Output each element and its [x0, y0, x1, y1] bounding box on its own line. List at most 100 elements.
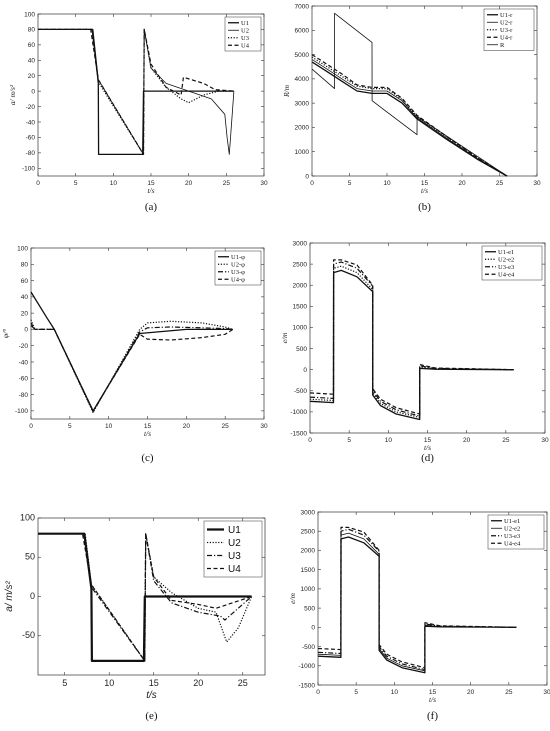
y-tick-label: 0: [305, 173, 309, 180]
legend-label: U3-e3: [504, 533, 520, 540]
x-tick-label: 10: [110, 180, 118, 187]
x-tick-label: 0: [308, 437, 312, 444]
panel-caption: (f): [427, 710, 438, 722]
x-tick-label: 15: [149, 678, 159, 688]
legend-label: U3-r: [500, 27, 513, 34]
series-line-u3-e3: [309, 261, 514, 417]
x-axis-label: t/s: [146, 690, 157, 701]
series-line-u3-e3: [317, 528, 517, 671]
y-tick-label: -50: [22, 630, 35, 640]
x-tick-label: 0: [29, 423, 33, 430]
x-tick-label: 10: [104, 678, 114, 688]
x-tick-label: 0: [316, 689, 320, 696]
legend-label: U2-r: [500, 20, 513, 27]
y-tick-label: 2500: [301, 529, 316, 536]
x-tick-label: 25: [505, 689, 513, 696]
legend-label: U2-e2: [498, 257, 514, 264]
x-tick-label: 30: [541, 437, 549, 444]
y-tick-label: 2000: [301, 548, 316, 555]
panel-caption: (b): [418, 201, 431, 213]
x-tick-label: 25: [238, 678, 248, 688]
y-axis-label: φ/°: [1, 329, 10, 338]
chart-panel-d: 0 5 10 15 20 25 30 -1500 -1000 -500 0 500 1000 1500 20…: [280, 240, 549, 464]
y-tick-label: 0: [31, 88, 35, 95]
y-tick-label: 1500: [293, 304, 308, 311]
series-line-u4: [38, 533, 252, 662]
series-line-u3: [38, 28, 234, 155]
x-tick-label: 30: [260, 423, 268, 430]
y-tick-label: 5000: [295, 52, 310, 59]
legend-label: U2: [241, 28, 249, 35]
y-axis-label: a/ m/s²: [4, 581, 15, 612]
y-tick-label: -60: [19, 376, 29, 383]
y-tick-label: -20: [26, 104, 36, 111]
y-tick-label: -100: [15, 408, 28, 415]
x-tick-label: 15: [421, 180, 429, 187]
y-tick-label: 50: [25, 552, 35, 562]
x-tick-label: 25: [502, 437, 510, 444]
y-tick-label: -1000: [298, 663, 315, 670]
series-line-u4-e4: [309, 259, 514, 415]
y-tick-label: -1500: [290, 430, 307, 437]
x-tick-label: 25: [222, 423, 230, 430]
x-tick-label: 20: [183, 423, 191, 430]
x-tick-label: 5: [348, 180, 352, 187]
y-axis-label: e/m: [288, 593, 297, 604]
legend-label: U3-e3: [498, 264, 514, 271]
panel-caption: (c): [141, 452, 154, 464]
y-axis-label: a/ m/s²: [8, 84, 17, 105]
x-tick-label: 15: [144, 423, 152, 430]
series-line-u3-: [30, 324, 233, 413]
x-tick-label: 10: [385, 437, 393, 444]
x-tick-label: 20: [467, 689, 475, 696]
y-tick-label: 2000: [293, 283, 308, 290]
y-tick-label: -500: [302, 644, 315, 651]
chart-panel-a: 0 5 10 15 20 25 30 -100 -80 -60 -40 -20 0 20 40 60 80 100…: [8, 11, 268, 213]
y-tick-label: 500: [296, 346, 307, 353]
y-tick-label: 0: [30, 591, 35, 601]
legend-label: U4-φ: [231, 277, 245, 284]
panel-caption: (a): [145, 201, 158, 213]
y-tick-label: 100: [24, 11, 35, 18]
y-tick-label: 60: [28, 42, 36, 49]
legend: U1 U2 U3 U4: [203, 520, 263, 578]
x-tick-label: 5: [68, 423, 72, 430]
series-line-u4-r: [311, 54, 508, 177]
y-tick-label: -60: [26, 135, 36, 142]
x-tick-label: 5: [354, 689, 358, 696]
y-tick-label: 80: [21, 262, 29, 269]
x-tick-label: 25: [496, 180, 504, 187]
series-line-u2-r: [311, 59, 508, 177]
y-tick-label: 80: [28, 27, 36, 34]
y-tick-label: 0: [24, 327, 28, 334]
y-tick-label: 500: [304, 605, 315, 612]
legend-label: U2: [228, 538, 241, 549]
legend-label: U2-e2: [504, 526, 520, 533]
legend-label: U3: [228, 551, 241, 562]
x-tick-label: 20: [458, 180, 466, 187]
series-line-u4-e4: [317, 526, 517, 669]
x-tick-label: 5: [62, 678, 67, 688]
chart-panel-c: 0 5 10 15 20 25 30 -100 -80 -60 -40 -20 0 20 40 60 80 100…: [1, 245, 268, 464]
x-tick-label: 10: [391, 689, 399, 696]
y-tick-label: 2500: [293, 261, 308, 268]
y-tick-label: 3000: [295, 100, 310, 107]
x-tick-label: 20: [185, 180, 193, 187]
y-tick-label: 2000: [295, 125, 310, 132]
y-tick-label: -1000: [290, 409, 307, 416]
x-tick-label: 5: [74, 180, 78, 187]
x-axis-label: t/s: [421, 186, 428, 195]
y-tick-label: 6000: [295, 28, 310, 35]
legend-label: R: [500, 42, 505, 49]
y-tick-label: 1000: [295, 149, 310, 156]
series-line-r: [311, 12, 508, 177]
legend: U1-rU2-rU3-rU4-rR: [483, 8, 535, 51]
series-line-u4-: [30, 322, 234, 412]
x-tick-label: 10: [105, 423, 113, 430]
x-axis-label: t/s: [147, 186, 154, 195]
y-tick-label: -80: [26, 150, 36, 157]
legend-label: U1-e1: [498, 249, 514, 256]
